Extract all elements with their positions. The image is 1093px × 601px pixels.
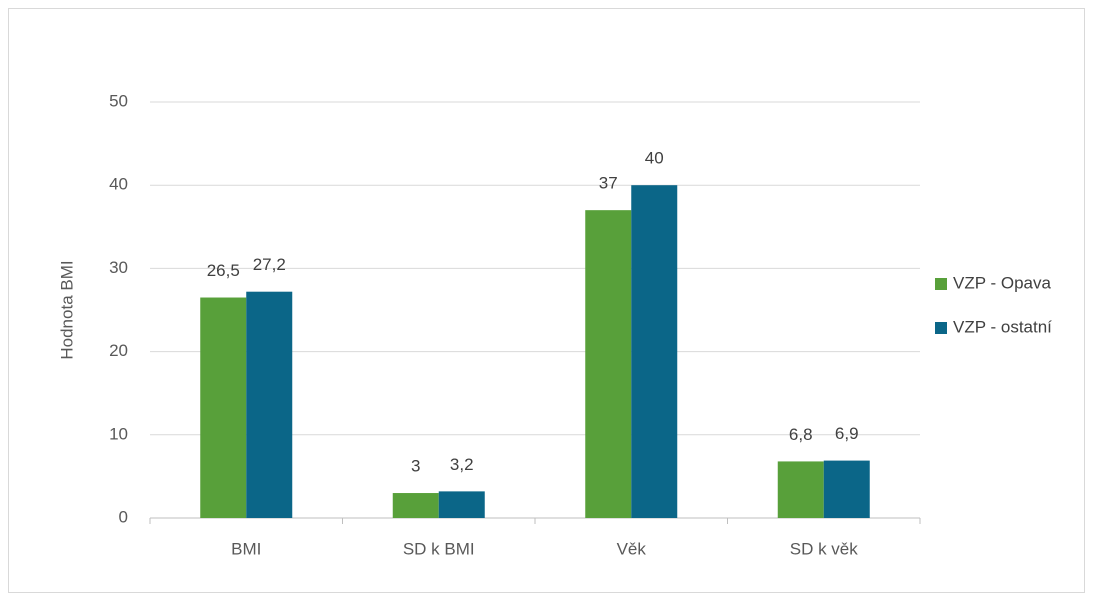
- bar: [823, 460, 870, 518]
- x-tick-label: Věk: [617, 539, 647, 558]
- bar: [438, 491, 485, 518]
- data-label: 3,2: [450, 455, 474, 474]
- x-tick-label: SD k věk: [790, 539, 859, 558]
- x-tick-label: BMI: [231, 539, 261, 558]
- y-axis-label: Hodnota BMI: [57, 260, 76, 359]
- chart-border: [8, 8, 1085, 593]
- y-tick-label: 40: [109, 175, 128, 194]
- data-label: 40: [645, 149, 664, 168]
- y-tick-label: 30: [109, 258, 128, 277]
- data-label: 27,2: [253, 255, 286, 274]
- bar: [200, 297, 247, 518]
- y-tick-label: 50: [109, 91, 128, 110]
- data-label: 26,5: [207, 261, 240, 280]
- y-tick-label: 20: [109, 341, 128, 360]
- legend-swatch: [935, 322, 947, 334]
- y-tick-label: 0: [119, 507, 128, 526]
- data-label: 6,8: [789, 425, 813, 444]
- legend-label: VZP - Opava: [953, 273, 1051, 292]
- legend-label: VZP - ostatní: [953, 317, 1052, 336]
- data-label: 37: [599, 174, 618, 193]
- bar: [631, 185, 678, 518]
- bar: [246, 291, 293, 518]
- bar: [392, 493, 439, 518]
- bar: [777, 461, 824, 518]
- bar: [585, 210, 632, 518]
- data-label: 3: [411, 457, 420, 476]
- legend-swatch: [935, 278, 947, 290]
- y-tick-label: 10: [109, 424, 128, 443]
- x-tick-label: SD k BMI: [403, 539, 475, 558]
- data-label: 6,9: [835, 424, 859, 443]
